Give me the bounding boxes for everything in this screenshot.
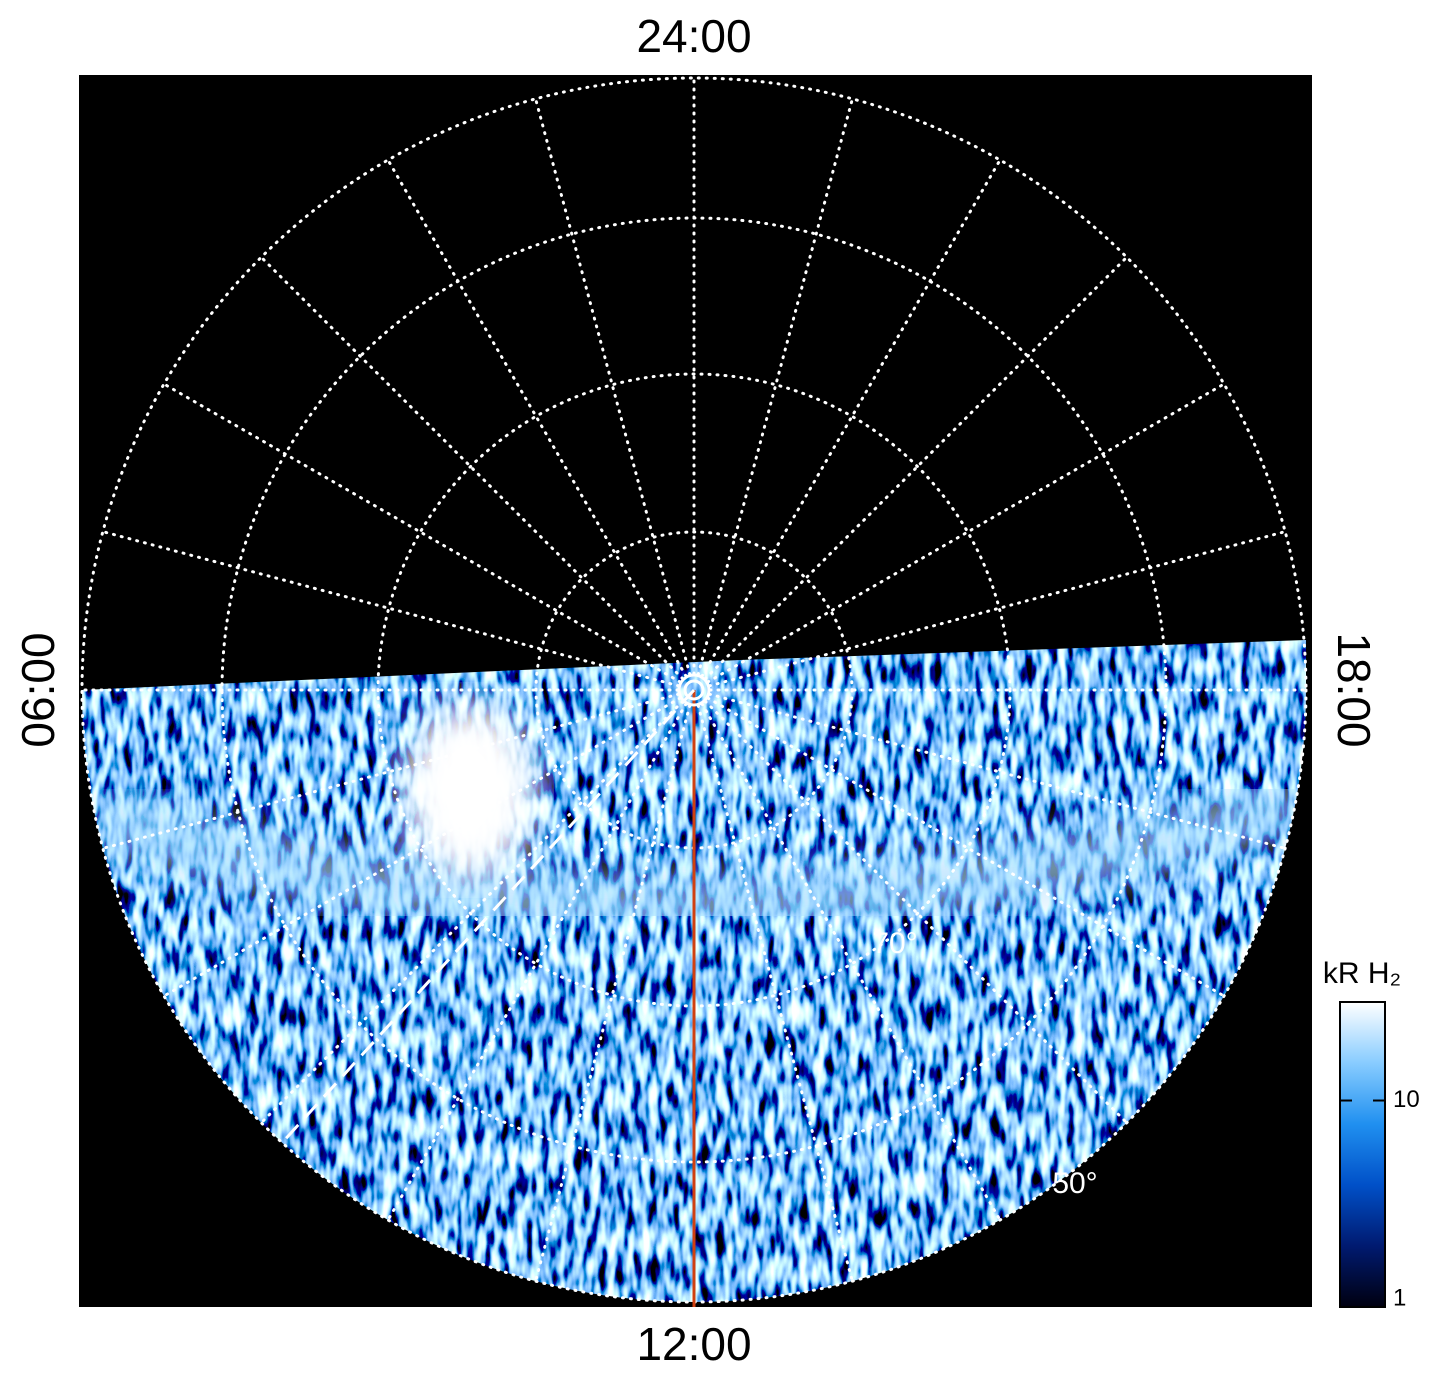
pole-marker — [683, 679, 705, 701]
colorbar — [1339, 1001, 1386, 1308]
dashed-line — [278, 688, 696, 1147]
latitude-label: 70° — [872, 927, 917, 960]
meridian-line — [162, 696, 682, 998]
meridian-line — [534, 703, 692, 1283]
local-time-label: 12:00 — [636, 1318, 751, 1370]
colorbar-tick-label: 1 — [1393, 1284, 1406, 1311]
meridian-line — [101, 530, 681, 688]
meridian-line — [101, 692, 681, 850]
meridian-line — [696, 703, 854, 1283]
meridian-line — [707, 692, 1287, 850]
pole-marker — [677, 673, 711, 707]
meridian-line — [703, 255, 1129, 681]
colorbar-title: kR H₂ — [1323, 957, 1401, 990]
meridian-line — [259, 255, 685, 681]
colorbar-ticks: 1 10 — [1340, 1086, 1420, 1311]
local-time-label: 18:00 — [1328, 632, 1380, 747]
meridian-line — [696, 97, 854, 677]
meridian-line — [386, 702, 688, 1222]
meridian-line — [162, 382, 682, 684]
meridian-line — [386, 158, 688, 678]
meridian-line — [707, 530, 1287, 688]
meridian-line — [259, 699, 685, 1125]
meridian-line — [700, 702, 1002, 1222]
auroral-oval — [91, 771, 1306, 936]
local-time-label: 06:00 — [12, 632, 64, 747]
bright-patch — [400, 700, 540, 880]
meridian-line — [534, 97, 692, 677]
colorbar-tick-label: 10 — [1393, 1086, 1420, 1113]
meridian-line — [706, 382, 1226, 684]
latitude-label: 50° — [1052, 1167, 1097, 1200]
meridian-line — [703, 699, 1129, 1125]
meridian-line — [706, 696, 1226, 998]
meridian-line — [700, 158, 1002, 678]
local-time-label: 24:00 — [636, 10, 751, 62]
